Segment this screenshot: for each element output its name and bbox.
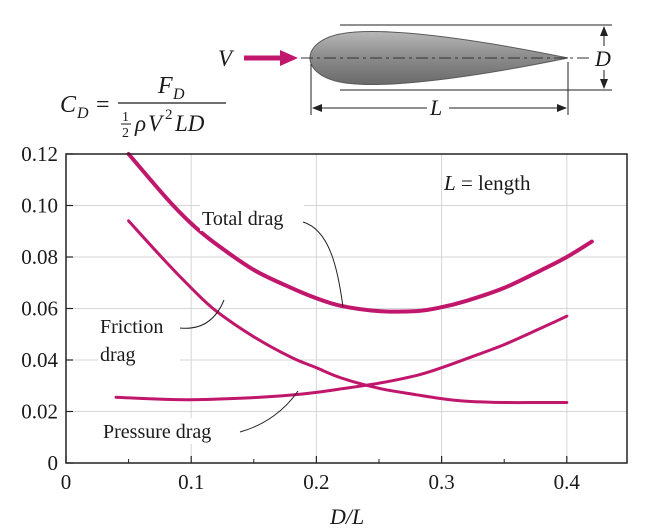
y-tick-label-3: 0.06 <box>21 297 58 321</box>
formula-numerator-subscript: D <box>172 86 185 103</box>
velocity-symbol: V <box>218 46 235 71</box>
d-arrow-top <box>600 26 608 36</box>
formula-lhs: C <box>60 92 77 118</box>
svg-text:L = length: L = length <box>443 171 531 195</box>
length-note-text: = length <box>456 171 531 195</box>
formula-ld: LD <box>174 111 205 136</box>
curves <box>114 152 594 405</box>
body-diagram: V D L <box>218 24 614 120</box>
friction-drag-leader <box>179 299 225 329</box>
l-arrow-right <box>557 104 567 112</box>
pressure-drag-curve <box>114 314 569 402</box>
y-tick-label-6: 0.12 <box>21 142 58 166</box>
total-drag-curve <box>126 152 594 314</box>
friction-drag-label-line2: drag <box>100 344 136 366</box>
y-tick-label-2: 0.04 <box>21 348 58 372</box>
x-tick-label-4: 0.4 <box>554 470 581 494</box>
y-tick-label-4: 0.08 <box>21 245 58 269</box>
formula-half-one: 1 <box>122 110 129 125</box>
formula-rho: ρ <box>134 111 146 136</box>
velocity-arrow-head <box>280 50 298 66</box>
y-tick-label-0: 0 <box>48 451 59 475</box>
pressure-drag-label: Pressure drag <box>103 421 211 443</box>
ticks <box>65 153 568 464</box>
formula-numerator: F <box>157 73 173 99</box>
x-tick-label-0: 0 <box>61 470 72 494</box>
pressure-drag-leader <box>239 390 299 433</box>
x-tick-label-1: 0.1 <box>178 470 204 494</box>
formula-equals: = <box>96 92 110 118</box>
length-note: L = length <box>443 171 531 195</box>
formula-exponent: 2 <box>165 107 173 123</box>
formula-lhs-subscript: D <box>76 105 89 122</box>
total-drag-leader <box>302 221 344 308</box>
y-tick-label-5: 0.10 <box>21 194 58 218</box>
diameter-symbol: D <box>594 46 611 71</box>
total-drag-label: Total drag <box>202 208 283 230</box>
x-tick-label-2: 0.2 <box>303 470 329 494</box>
d-arrow-bottom <box>600 79 608 89</box>
pressure-label-bg <box>100 418 240 444</box>
formula-v: V <box>148 111 165 136</box>
friction-drag-label-line1: Friction <box>100 316 163 338</box>
formula-half-two: 2 <box>122 126 129 141</box>
friction-drag-curve <box>127 219 569 405</box>
friction-label-bg <box>98 314 180 370</box>
y-tick-label-1: 0.02 <box>21 400 58 424</box>
length-symbol: L <box>429 95 442 120</box>
l-label-bg <box>427 96 449 120</box>
x-axis-label: D/L <box>329 504 364 529</box>
total-label-bg <box>200 205 304 231</box>
l-arrow-left <box>312 104 322 112</box>
length-note-variable: L <box>443 171 456 195</box>
tick-labels: 0 0.02 0.04 0.06 0.08 0.10 0.12 0 0.1 0.2 0.3 0.4 <box>21 142 580 494</box>
drag-coefficient-formula: C D = F D 1 2 ρ V 2 LD <box>60 73 226 141</box>
d-label-bg <box>594 46 614 70</box>
x-tick-label-3: 0.3 <box>428 470 454 494</box>
chart: 0 0.02 0.04 0.06 0.08 0.10 0.12 0 0.1 0.2 0.3 0.4 L… <box>21 142 628 529</box>
